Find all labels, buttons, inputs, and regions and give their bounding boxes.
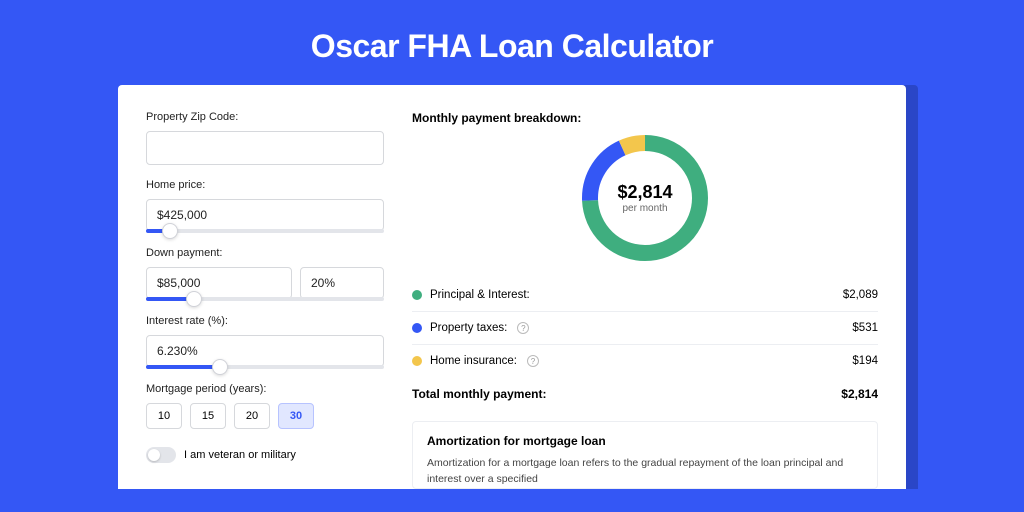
period-option-10[interactable]: 10 <box>146 403 182 429</box>
interest-label: Interest rate (%): <box>146 315 384 327</box>
home-price-input[interactable] <box>146 199 384 231</box>
donut-chart-wrap: $2,814 per month <box>412 135 878 261</box>
amortization-title: Amortization for mortgage loan <box>427 434 863 448</box>
down-payment-label: Down payment: <box>146 247 384 259</box>
donut-amount: $2,814 <box>617 182 672 203</box>
legend-dot <box>412 323 422 333</box>
home-price-label: Home price: <box>146 179 384 191</box>
veteran-toggle[interactable] <box>146 447 176 463</box>
home-price-slider[interactable] <box>146 229 384 233</box>
line-item-value: $194 <box>852 355 878 367</box>
line-item: Home insurance:? $194 <box>412 345 878 377</box>
legend-dot <box>412 356 422 366</box>
donut-sub: per month <box>622 203 667 214</box>
line-item-label: Property taxes: <box>430 322 507 334</box>
line-item: Property taxes:? $531 <box>412 312 878 345</box>
line-item-label: Home insurance: <box>430 355 517 367</box>
amortization-card: Amortization for mortgage loan Amortizat… <box>412 421 878 489</box>
donut-chart: $2,814 per month <box>582 135 708 261</box>
page-title: Oscar FHA Loan Calculator <box>0 0 1024 85</box>
veteran-label: I am veteran or military <box>184 449 296 461</box>
period-group: Mortgage period (years): 10 15 20 30 <box>146 383 384 429</box>
interest-group: Interest rate (%): <box>146 315 384 369</box>
period-option-20[interactable]: 20 <box>234 403 270 429</box>
down-payment-pct-input[interactable] <box>300 267 384 299</box>
total-row: Total monthly payment: $2,814 <box>412 377 878 415</box>
interest-input[interactable] <box>146 335 384 367</box>
total-label: Total monthly payment: <box>412 387 546 401</box>
slider-thumb[interactable] <box>162 223 178 239</box>
period-option-30[interactable]: 30 <box>278 403 314 429</box>
line-item-value: $531 <box>852 322 878 334</box>
slider-thumb[interactable] <box>212 359 228 375</box>
total-value: $2,814 <box>841 387 878 401</box>
period-label: Mortgage period (years): <box>146 383 384 395</box>
calculator-card: Property Zip Code: Home price: Down paym… <box>118 85 906 489</box>
period-options: 10 15 20 30 <box>146 403 384 429</box>
line-item-value: $2,089 <box>843 289 878 301</box>
home-price-group: Home price: <box>146 179 384 233</box>
breakdown-title: Monthly payment breakdown: <box>412 111 878 125</box>
amortization-text: Amortization for a mortgage loan refers … <box>427 456 863 488</box>
zip-label: Property Zip Code: <box>146 111 384 123</box>
breakdown-column: Monthly payment breakdown: $2,814 per mo… <box>412 111 878 489</box>
down-payment-slider[interactable] <box>146 297 384 301</box>
slider-thumb[interactable] <box>186 291 202 307</box>
inputs-column: Property Zip Code: Home price: Down paym… <box>146 111 384 489</box>
info-icon[interactable]: ? <box>517 322 529 334</box>
line-item-label: Principal & Interest: <box>430 289 530 301</box>
zip-group: Property Zip Code: <box>146 111 384 165</box>
info-icon[interactable]: ? <box>527 355 539 367</box>
down-payment-group: Down payment: <box>146 247 384 301</box>
line-item: Principal & Interest: $2,089 <box>412 279 878 312</box>
legend-dot <box>412 290 422 300</box>
veteran-row: I am veteran or military <box>146 447 384 463</box>
interest-slider[interactable] <box>146 365 384 369</box>
down-payment-input[interactable] <box>146 267 292 299</box>
donut-center: $2,814 per month <box>582 135 708 261</box>
line-items-list: Principal & Interest: $2,089 Property taxe… <box>412 279 878 377</box>
period-option-15[interactable]: 15 <box>190 403 226 429</box>
zip-input[interactable] <box>146 131 384 165</box>
